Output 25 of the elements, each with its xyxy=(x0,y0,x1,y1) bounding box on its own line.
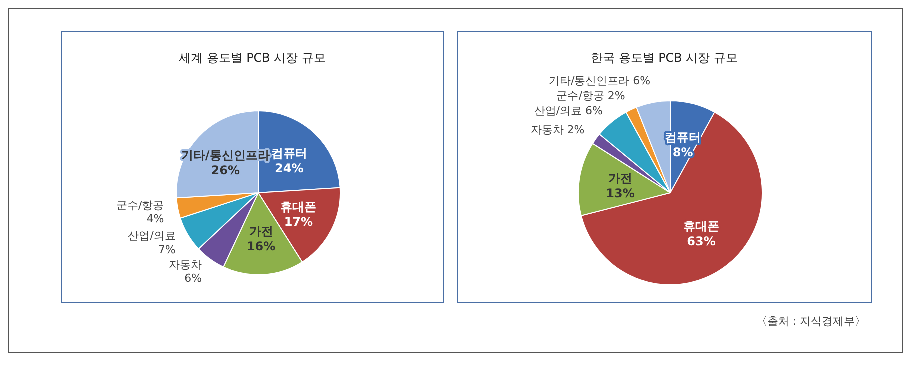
data-label: 26% xyxy=(211,164,240,178)
data-label: 6% xyxy=(184,272,202,286)
data-label: 4% xyxy=(146,212,164,226)
data-label: 13% xyxy=(606,186,635,201)
data-label: 8% xyxy=(672,146,694,160)
chart-title: 세계 용도별 PCB 시장 규모 xyxy=(178,50,328,67)
slice-label: 기타/통신인프라 6% xyxy=(548,74,651,88)
slice-label: 산업/의료 xyxy=(128,230,176,243)
slice-label: 군수/항공 xyxy=(116,198,164,212)
slice-label: 자동차 2% xyxy=(530,124,585,137)
slice-label: 가전 xyxy=(608,172,633,186)
slice-label: 휴대폰 xyxy=(684,220,720,234)
slice-label: 휴대폰 xyxy=(280,200,317,214)
data-label: 16% xyxy=(246,240,276,254)
slice-label: 컴퓨터 xyxy=(271,146,308,161)
slice-label: 군수/항공 2% xyxy=(556,89,626,102)
slice-label: 자동차 xyxy=(169,258,202,272)
slice-label: 산업/의료 6% xyxy=(534,104,603,118)
data-label: 63% xyxy=(687,234,716,249)
data-label: 17% xyxy=(284,215,314,230)
data-label: 7% xyxy=(158,243,176,256)
chart-title: 한국 용도별 PCB 시장 규모 xyxy=(590,50,740,67)
text: 〈출처 : 지식경제부〉 xyxy=(756,314,866,329)
data-label: 24% xyxy=(275,162,304,176)
slice-label: 가전 xyxy=(249,224,274,239)
